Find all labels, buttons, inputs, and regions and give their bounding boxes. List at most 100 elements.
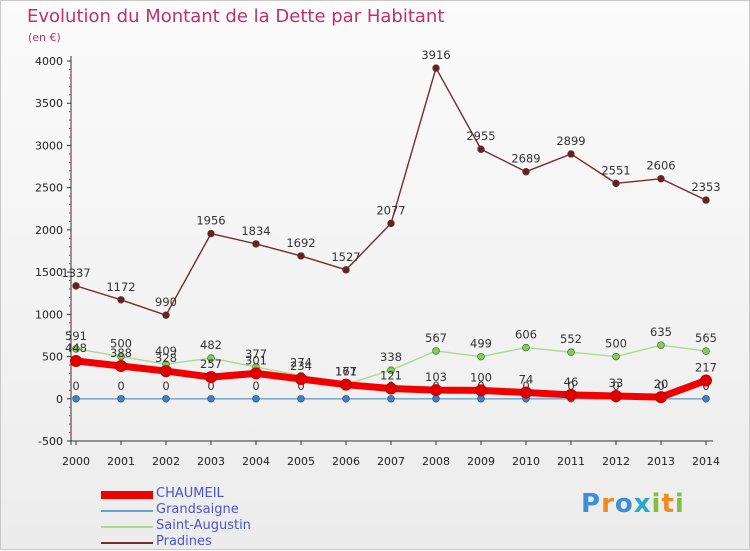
data-point-chaumeil [700, 374, 712, 387]
x-tick-label: 2013 [647, 455, 675, 468]
data-label-saint-augustin: 552 [560, 332, 582, 346]
logo-letter: o [614, 489, 634, 519]
data-point-pradines [387, 219, 395, 228]
y-tick-label: 2000 [35, 224, 63, 237]
chart-subtitle: (en €) [28, 31, 61, 44]
data-point-pradines [522, 168, 530, 176]
data-point-grandsaigne [297, 395, 305, 403]
data-label-chaumeil: 217 [695, 360, 717, 374]
data-point-grandsaigne [342, 395, 350, 403]
x-tick-label: 2003 [197, 455, 225, 468]
data-label-pradines: 2689 [511, 152, 540, 166]
data-label-pradines: 2077 [376, 203, 405, 217]
data-point-grandsaigne [432, 395, 440, 403]
data-label-chaumeil: 100 [470, 370, 492, 384]
x-tick-label: 2008 [422, 455, 450, 468]
data-label-pradines: 2551 [601, 163, 630, 177]
data-label-saint-augustin: 338 [380, 350, 402, 364]
data-point-saint-augustin [657, 341, 665, 349]
logo-letter: t [661, 489, 675, 519]
data-point-chaumeil [430, 384, 442, 397]
data-label-chaumeil: 121 [380, 369, 402, 383]
legend-swatch-pradines [101, 542, 153, 544]
y-tick-label: 2500 [35, 182, 63, 195]
data-point-chaumeil [565, 388, 577, 401]
data-label-chaumeil: 20 [654, 377, 669, 391]
x-tick-label: 2000 [62, 455, 90, 468]
data-label-chaumeil: 74 [519, 373, 534, 387]
data-label-chaumeil: 448 [65, 341, 87, 355]
data-label-saint-augustin: 500 [605, 337, 627, 351]
logo-letter: x [633, 489, 652, 519]
proxiti-logo: Proxiti [581, 489, 685, 519]
x-tick-label: 2006 [332, 455, 360, 468]
data-label-saint-augustin: 499 [470, 337, 492, 351]
y-tick-label: -500 [38, 435, 63, 448]
y-tick-label: 4000 [35, 55, 63, 68]
data-point-saint-augustin [477, 352, 485, 361]
x-tick-label: 2005 [287, 455, 315, 468]
data-label-grandsaigne: 0 [207, 379, 214, 393]
data-label-saint-augustin: 171 [335, 364, 357, 378]
data-label-saint-augustin: 500 [110, 337, 132, 351]
x-tick-label: 2011 [557, 455, 585, 468]
data-label-saint-augustin: 567 [425, 331, 447, 345]
y-tick-label: 500 [42, 351, 63, 364]
data-point-grandsaigne [252, 395, 260, 403]
data-label-pradines: 3916 [421, 48, 450, 62]
data-point-chaumeil [205, 371, 217, 384]
legend-swatch-saint-augustin [101, 526, 153, 528]
data-label-pradines: 1527 [331, 250, 360, 264]
data-point-saint-augustin [522, 343, 530, 352]
data-point-pradines [702, 196, 710, 204]
data-point-chaumeil [655, 391, 667, 404]
data-point-pradines [567, 150, 575, 158]
data-point-pradines [297, 252, 305, 260]
data-point-grandsaigne [387, 395, 395, 403]
y-tick-label: 3500 [35, 97, 63, 110]
data-point-grandsaigne [162, 395, 170, 403]
data-label-pradines: 2955 [466, 129, 495, 143]
data-point-chaumeil [115, 360, 127, 373]
data-point-saint-augustin [117, 352, 125, 361]
data-label-pradines: 1834 [241, 224, 270, 238]
data-label-grandsaigne: 0 [252, 379, 259, 393]
chart-title: Evolution du Montant de la Dette par Hab… [27, 6, 445, 27]
y-tick-label: 1000 [35, 308, 63, 321]
x-tick-label: 2012 [602, 455, 630, 468]
legend-label-chaumeil: CHAUMEIL [156, 486, 224, 501]
data-label-pradines: 1337 [61, 266, 90, 280]
data-label-pradines: 1956 [196, 214, 225, 228]
data-label-grandsaigne: 0 [522, 379, 529, 393]
x-tick-label: 2007 [377, 455, 405, 468]
data-point-chaumeil [340, 378, 352, 391]
data-point-pradines [657, 175, 665, 183]
data-label-grandsaigne: 0 [72, 379, 79, 393]
x-tick-label: 2002 [152, 455, 180, 468]
x-tick-label: 2009 [467, 455, 495, 468]
data-label-saint-augustin: 565 [695, 331, 717, 345]
data-label-grandsaigne: 0 [117, 379, 124, 393]
data-point-chaumeil [475, 384, 487, 397]
data-point-pradines [477, 145, 485, 153]
x-tick-label: 2004 [242, 455, 270, 468]
data-label-grandsaigne: 0 [162, 379, 169, 393]
data-label-chaumeil: 46 [564, 375, 579, 389]
data-label-saint-augustin: 635 [650, 325, 672, 339]
data-label-grandsaigne: 0 [567, 379, 574, 393]
data-point-chaumeil [610, 389, 622, 402]
x-tick-label: 2014 [692, 455, 720, 468]
data-label-chaumeil: 33 [609, 376, 624, 390]
logo-letter: P [581, 489, 602, 519]
x-tick-label: 2010 [512, 455, 540, 468]
data-point-pradines [342, 266, 350, 274]
y-tick-label: 3000 [35, 139, 63, 152]
data-label-pradines: 2606 [646, 159, 675, 173]
data-point-grandsaigne [117, 395, 125, 403]
data-label-chaumeil: 234 [290, 359, 312, 373]
data-label-grandsaigne: 0 [612, 379, 619, 393]
data-label-saint-augustin: 274 [290, 356, 312, 370]
legend-label-saint-augustin: Saint-Augustin [156, 518, 251, 533]
logo-letter: i [674, 489, 685, 519]
